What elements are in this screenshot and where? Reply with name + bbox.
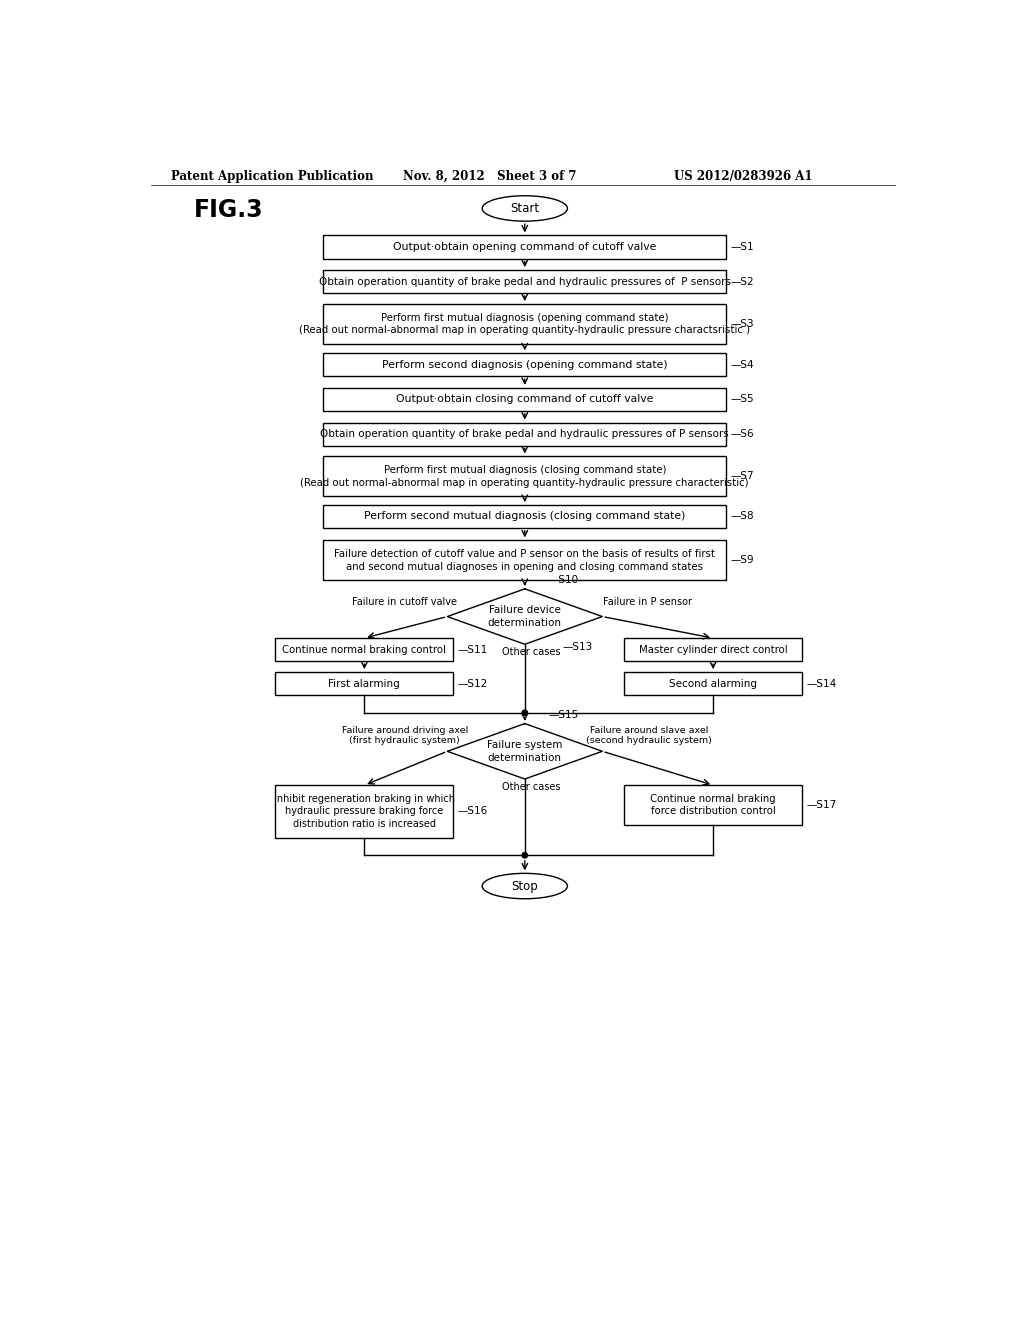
Bar [324,304,726,345]
Circle shape [522,710,527,715]
Text: Failure detection of cutoff value and P sensor on the basis of results of first
: Failure detection of cutoff value and P … [334,549,716,572]
Bar [275,638,454,661]
Text: Obtain operation quantity of brake pedal and hydraulic pressures of  P sensors: Obtain operation quantity of brake pedal… [318,277,731,286]
Text: Perform first mutual diagnosis (opening command state)
(Read out normal-abnormal: Perform first mutual diagnosis (opening … [299,313,751,335]
Text: Stop: Stop [511,879,539,892]
Text: —S6: —S6 [730,429,754,440]
Text: —S9: —S9 [730,556,754,565]
Bar [324,422,726,446]
Ellipse shape [482,874,567,899]
Text: —S16: —S16 [458,807,487,816]
Text: —S14: —S14 [806,678,837,689]
Text: Failure around slave axel
(second hydraulic system): Failure around slave axel (second hydrau… [586,726,712,744]
Text: Perform first mutual diagnosis (closing command state)
(Read out normal-abnormal: Perform first mutual diagnosis (closing … [300,465,750,487]
Text: Nov. 8, 2012   Sheet 3 of 7: Nov. 8, 2012 Sheet 3 of 7 [403,170,577,183]
Text: —S13: —S13 [563,642,593,652]
Text: Continue normal braking control: Continue normal braking control [283,644,446,655]
Text: —S1: —S1 [730,242,754,252]
Text: —S7: —S7 [730,471,754,482]
Text: —S2: —S2 [730,277,754,286]
Bar [324,235,726,259]
Text: First alarming: First alarming [329,678,400,689]
Text: —S15: —S15 [548,710,579,719]
Text: —S8: —S8 [730,511,754,521]
Bar [275,672,454,696]
Bar [324,354,726,376]
Bar [624,638,802,661]
Bar [324,457,726,496]
Text: Perform second diagnosis (opening command state): Perform second diagnosis (opening comman… [382,360,668,370]
Text: Other cases: Other cases [502,781,560,792]
Bar [324,271,726,293]
Text: Start: Start [510,202,540,215]
Text: —S17: —S17 [806,800,837,810]
Text: FIG.3: FIG.3 [194,198,263,223]
Text: —S11: —S11 [458,644,487,655]
Text: Continue normal braking
force distribution control: Continue normal braking force distributi… [650,795,776,816]
Text: —S3: —S3 [730,319,754,329]
Text: Failure device
determination: Failure device determination [487,606,562,628]
Text: —S5: —S5 [730,395,754,404]
Bar [275,785,454,838]
Text: Patent Application Publication: Patent Application Publication [171,170,373,183]
Text: Failure in cutoff valve: Failure in cutoff valve [352,598,457,607]
Text: US 2012/0283926 A1: US 2012/0283926 A1 [675,170,813,183]
Text: Failure in P sensor: Failure in P sensor [603,598,692,607]
Text: Failure around driving axel
(first hydraulic system): Failure around driving axel (first hydra… [342,726,468,744]
Bar [624,672,802,696]
Text: Second alarming: Second alarming [669,678,757,689]
Text: —S10: —S10 [548,576,579,585]
Bar [324,540,726,581]
Text: Output·obtain opening command of cutoff valve: Output·obtain opening command of cutoff … [393,242,656,252]
Text: Master cylinder direct control: Master cylinder direct control [639,644,787,655]
Ellipse shape [482,195,567,222]
Bar [324,388,726,411]
Text: Obtain operation quantity of brake pedal and hydraulic pressures of P sensors: Obtain operation quantity of brake pedal… [321,429,729,440]
Text: Perform second mutual diagnosis (closing command state): Perform second mutual diagnosis (closing… [365,511,685,521]
Bar [324,504,726,528]
Text: Failure system
determination: Failure system determination [487,741,562,763]
Bar [624,785,802,825]
Circle shape [522,853,527,858]
Text: Other cases: Other cases [502,647,560,657]
Text: —S4: —S4 [730,360,754,370]
Text: Inhibit regeneration braking in which
hydraulic pressure braking force
distribut: Inhibit regeneration braking in which hy… [273,793,455,829]
Text: Output·obtain closing command of cutoff valve: Output·obtain closing command of cutoff … [396,395,653,404]
Polygon shape [447,589,602,644]
Text: —S12: —S12 [458,678,487,689]
Polygon shape [447,723,602,779]
